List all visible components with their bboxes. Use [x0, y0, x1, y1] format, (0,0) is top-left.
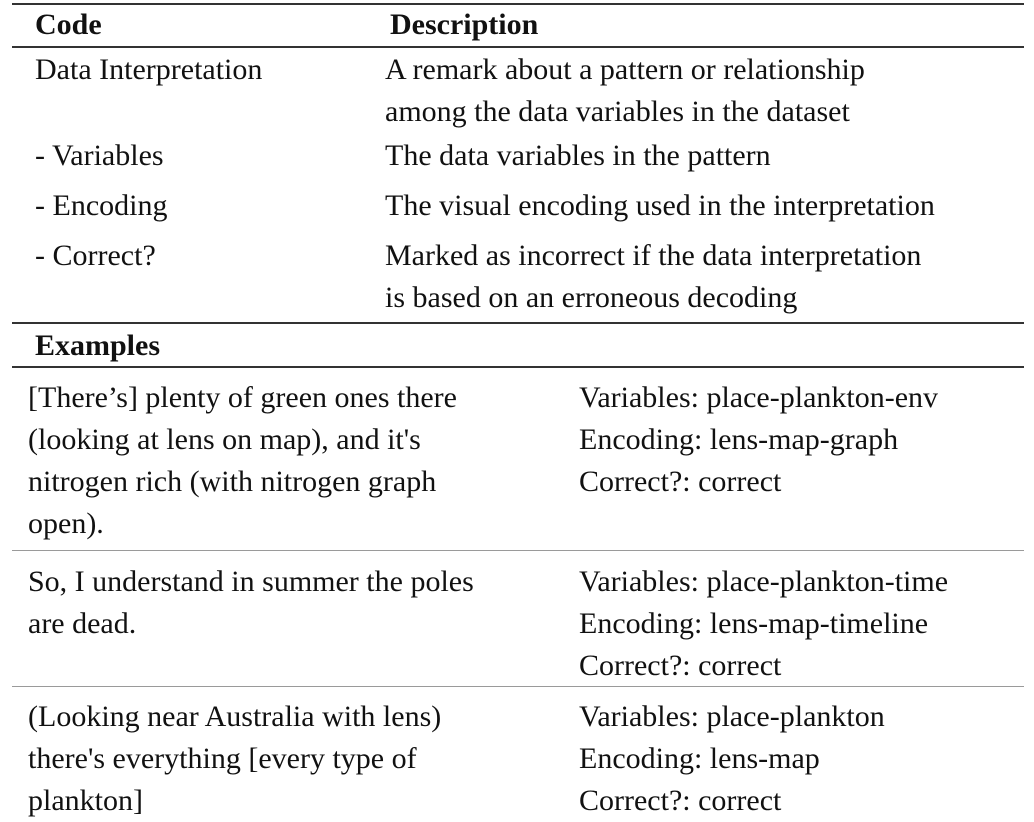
quote-line: [There’s] plenty of green ones there: [28, 381, 457, 414]
code-column-header: Code: [35, 8, 102, 41]
example-quote: [There’s] plenty of green ones there (lo…: [28, 377, 457, 545]
example-variables: Variables: place-plankton: [579, 700, 885, 733]
example-coding: Variables: place-plankton-env Encoding: …: [579, 377, 938, 503]
description-line: is based on an erroneous decoding: [385, 281, 798, 314]
description-variables: The data variables in the pattern: [385, 139, 771, 172]
description-line: among the data variables in the dataset: [385, 95, 850, 128]
description-line: Marked as incorrect if the data interpre…: [385, 239, 922, 272]
example-encoding: Encoding: lens-map-graph: [579, 423, 899, 456]
quote-line: are dead.: [28, 607, 137, 640]
example-divider: [12, 550, 1024, 551]
example-correct: Correct?: correct: [579, 465, 782, 498]
example-quote: So, I understand in summer the poles are…: [28, 561, 474, 645]
example-coding: Variables: place-plankton-time Encoding:…: [579, 561, 948, 687]
code-correct: - Correct?: [35, 239, 156, 272]
examples-header-rule: [12, 366, 1024, 368]
examples-header: Examples: [35, 329, 161, 362]
quote-line: there's everything [every type of: [28, 742, 417, 775]
example-correct: Correct?: correct: [579, 649, 782, 682]
example-encoding: Encoding: lens-map: [579, 742, 820, 775]
table-top-rule: [12, 3, 1024, 5]
example-quote: (Looking near Australia with lens) there…: [28, 696, 441, 822]
code-variables: - Variables: [35, 139, 164, 172]
example-correct: Correct?: correct: [579, 784, 782, 817]
example-variables: Variables: place-plankton-env: [579, 381, 939, 414]
description-line: A remark about a pattern or relationship: [385, 53, 865, 86]
code-data-interpretation: Data Interpretation: [35, 53, 263, 86]
quote-line: open).: [28, 507, 104, 540]
example-encoding: Encoding: lens-map-timeline: [579, 607, 929, 640]
quote-line: (Looking near Australia with lens): [28, 700, 442, 733]
description-correct: Marked as incorrect if the data interpre…: [385, 235, 921, 319]
quote-line: (looking at lens on map), and it's: [28, 423, 421, 456]
quote-line: nitrogen rich (with nitrogen graph: [28, 465, 437, 498]
code-encoding: - Encoding: [35, 189, 168, 222]
description-encoding: The visual encoding used in the interpre…: [385, 189, 935, 222]
example-divider: [12, 686, 1024, 687]
description-column-header: Description: [390, 8, 539, 41]
quote-line: So, I understand in summer the poles: [28, 565, 474, 598]
codes-bottom-rule: [12, 322, 1024, 324]
example-coding: Variables: place-plankton Encoding: lens…: [579, 696, 885, 822]
example-variables: Variables: place-plankton-time: [579, 565, 949, 598]
quote-line: plankton]: [28, 784, 143, 817]
header-rule: [12, 46, 1024, 48]
description-data-interpretation: A remark about a pattern or relationship…: [385, 49, 865, 133]
